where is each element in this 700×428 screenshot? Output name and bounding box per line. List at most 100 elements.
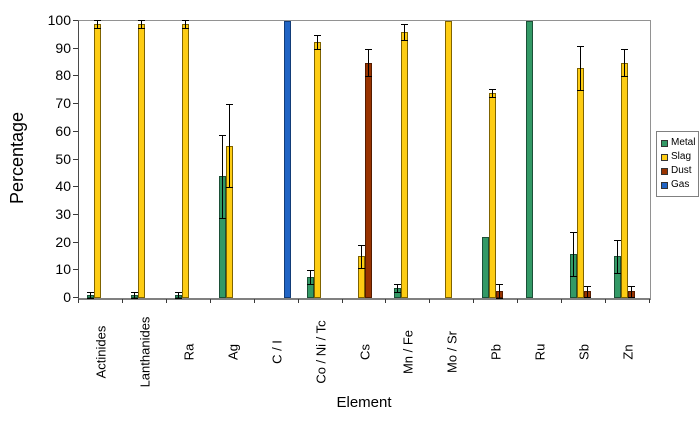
x-tick-mark	[649, 299, 650, 303]
error-cap	[218, 217, 226, 219]
x-tick-mark	[473, 299, 475, 303]
bar-dust-cs	[364, 62, 372, 298]
bar-slag-actinides	[93, 23, 101, 298]
category-label-lanthanides: Lanthanides	[137, 316, 153, 388]
category-label-c-i: C / I	[269, 340, 285, 364]
error-cap	[93, 27, 101, 29]
y-tick-label-10: 10	[55, 261, 71, 278]
error-bar-metal-ra	[177, 292, 179, 298]
error-cap	[306, 270, 314, 272]
error-cap	[489, 88, 497, 90]
error-cap	[628, 296, 636, 298]
error-cap	[614, 273, 622, 275]
y-tick-label-40: 40	[55, 178, 71, 195]
error-bar-slag-lanthanides	[140, 19, 142, 28]
error-cap	[93, 19, 101, 21]
y-tick-mark	[73, 158, 78, 160]
legend-item-metal: Metal	[661, 136, 696, 150]
y-tick-mark	[73, 20, 78, 21]
error-bar-metal-ag	[221, 134, 223, 218]
bar-slag-sb	[577, 68, 585, 298]
legend-label-metal: Metal	[671, 137, 696, 148]
error-cap	[614, 239, 622, 241]
error-bar-slag-co-ni-tc	[316, 34, 318, 49]
bar-slag-lanthanides	[137, 23, 145, 298]
y-tick-mark	[73, 269, 78, 271]
legend-item-slag: Slag	[661, 150, 696, 164]
y-tick-label-20: 20	[55, 233, 71, 250]
error-cap	[364, 76, 372, 78]
legend-label-dust: Dust	[671, 165, 692, 176]
error-cap	[621, 76, 629, 78]
category-label-cs: Cs	[357, 344, 372, 360]
y-tick-label-50: 50	[55, 150, 71, 167]
x-tick-mark	[429, 299, 431, 303]
category-label-co-ni-tc: Co / Ni / Tc	[313, 320, 329, 384]
error-cap	[218, 134, 226, 136]
error-cap	[130, 298, 138, 299]
error-cap	[86, 292, 94, 294]
error-bar-metal-co-ni-tc	[309, 270, 311, 285]
error-cap	[357, 267, 365, 269]
y-tick-mark	[73, 297, 78, 298]
error-bar-slag-pb	[492, 88, 494, 98]
error-cap	[628, 285, 636, 287]
error-cap	[357, 245, 365, 247]
y-tick-mark	[73, 241, 78, 243]
y-tick-label-30: 30	[55, 205, 71, 222]
error-bar-dust-cs	[367, 48, 369, 77]
error-bar-metal-sb	[573, 231, 575, 276]
error-cap	[621, 48, 629, 50]
y-tick-label-60: 60	[55, 122, 71, 139]
x-tick-mark	[253, 299, 255, 303]
bar-gas-c-i	[283, 21, 291, 298]
y-tick-mark	[73, 47, 78, 49]
category-label-ag: Ag	[225, 344, 241, 360]
error-cap	[496, 298, 504, 299]
error-cap	[86, 298, 94, 299]
error-bar-slag-ra	[184, 19, 186, 28]
error-cap	[137, 27, 145, 29]
bar-slag-pb	[489, 93, 497, 298]
x-tick-mark	[605, 299, 607, 303]
category-label-ru: Ru	[532, 343, 548, 361]
bar-slag-mn-fe	[401, 32, 409, 298]
y-tick-mark	[73, 103, 78, 105]
error-cap	[313, 34, 321, 36]
error-bar-dust-pb	[499, 284, 501, 298]
y-tick-mark	[73, 186, 78, 188]
error-cap	[584, 296, 592, 298]
bar-slag-mo-sr	[445, 21, 453, 298]
error-bar-slag-zn	[624, 48, 626, 77]
x-tick-mark	[561, 299, 563, 303]
error-cap	[225, 187, 233, 189]
error-cap	[577, 90, 585, 92]
y-tick-mark	[73, 213, 78, 215]
error-bar-slag-cs	[360, 245, 362, 268]
y-tick-label-100: 100	[47, 12, 71, 28]
error-cap	[394, 284, 402, 286]
error-cap	[130, 292, 138, 294]
error-bar-metal-actinides	[89, 292, 91, 298]
x-tick-mark	[165, 299, 167, 303]
error-cap	[174, 292, 182, 294]
legend-swatch-metal-icon	[661, 139, 668, 147]
bar-metal-ru	[526, 21, 534, 298]
x-tick-mark	[297, 299, 299, 303]
category-label-zn: Zn	[620, 344, 636, 360]
legend-label-gas: Gas	[671, 179, 690, 190]
error-bar-slag-mn-fe	[404, 23, 406, 41]
error-bar-slag-ag	[228, 104, 230, 188]
y-tick-mark	[73, 75, 78, 77]
error-cap	[364, 48, 372, 50]
category-label-ra: Ra	[181, 343, 197, 361]
y-tick-label-80: 80	[55, 67, 71, 84]
error-cap	[181, 19, 189, 21]
error-cap	[174, 298, 182, 299]
error-cap	[181, 27, 189, 29]
error-cap	[306, 284, 314, 286]
legend-swatch-dust-icon	[661, 167, 668, 175]
legend-item-gas: Gas	[661, 178, 696, 192]
error-bar-dust-sb	[587, 285, 589, 297]
